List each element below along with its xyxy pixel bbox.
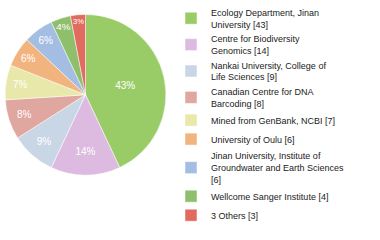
svg-text:University of Oulu [6]: University of Oulu [6] xyxy=(211,135,295,145)
svg-text:Canadian Centre for DNABarcodi: Canadian Centre for DNABarcoding [8] xyxy=(211,87,314,109)
svg-text:43%: 43% xyxy=(115,80,135,91)
svg-text:Centre for BiodiversityGenomic: Centre for BiodiversityGenomics [14] xyxy=(211,34,300,56)
svg-text:4%: 4% xyxy=(56,21,70,32)
svg-text:Nankai University, College ofL: Nankai University, College ofLife Scienc… xyxy=(211,61,326,83)
svg-text:Wellcome Sanger Institute [4]: Wellcome Sanger Institute [4] xyxy=(211,192,328,202)
svg-text:3 Others [3]: 3 Others [3] xyxy=(211,211,258,221)
svg-text:7%: 7% xyxy=(13,79,28,90)
svg-text:6%: 6% xyxy=(21,53,36,64)
svg-text:14%: 14% xyxy=(75,146,95,157)
svg-text:Jinan University, Institute of: Jinan University, Institute ofGroundwate… xyxy=(211,151,344,184)
svg-text:9%: 9% xyxy=(37,136,52,147)
svg-text:8%: 8% xyxy=(17,109,32,120)
svg-text:Mined from GenBank, NCBI [7]: Mined from GenBank, NCBI [7] xyxy=(211,116,335,126)
svg-text:6%: 6% xyxy=(38,35,53,46)
svg-text:Ecology Department, JinanUnive: Ecology Department, JinanUniversity [43] xyxy=(211,8,319,30)
svg-text:3%: 3% xyxy=(73,17,84,26)
